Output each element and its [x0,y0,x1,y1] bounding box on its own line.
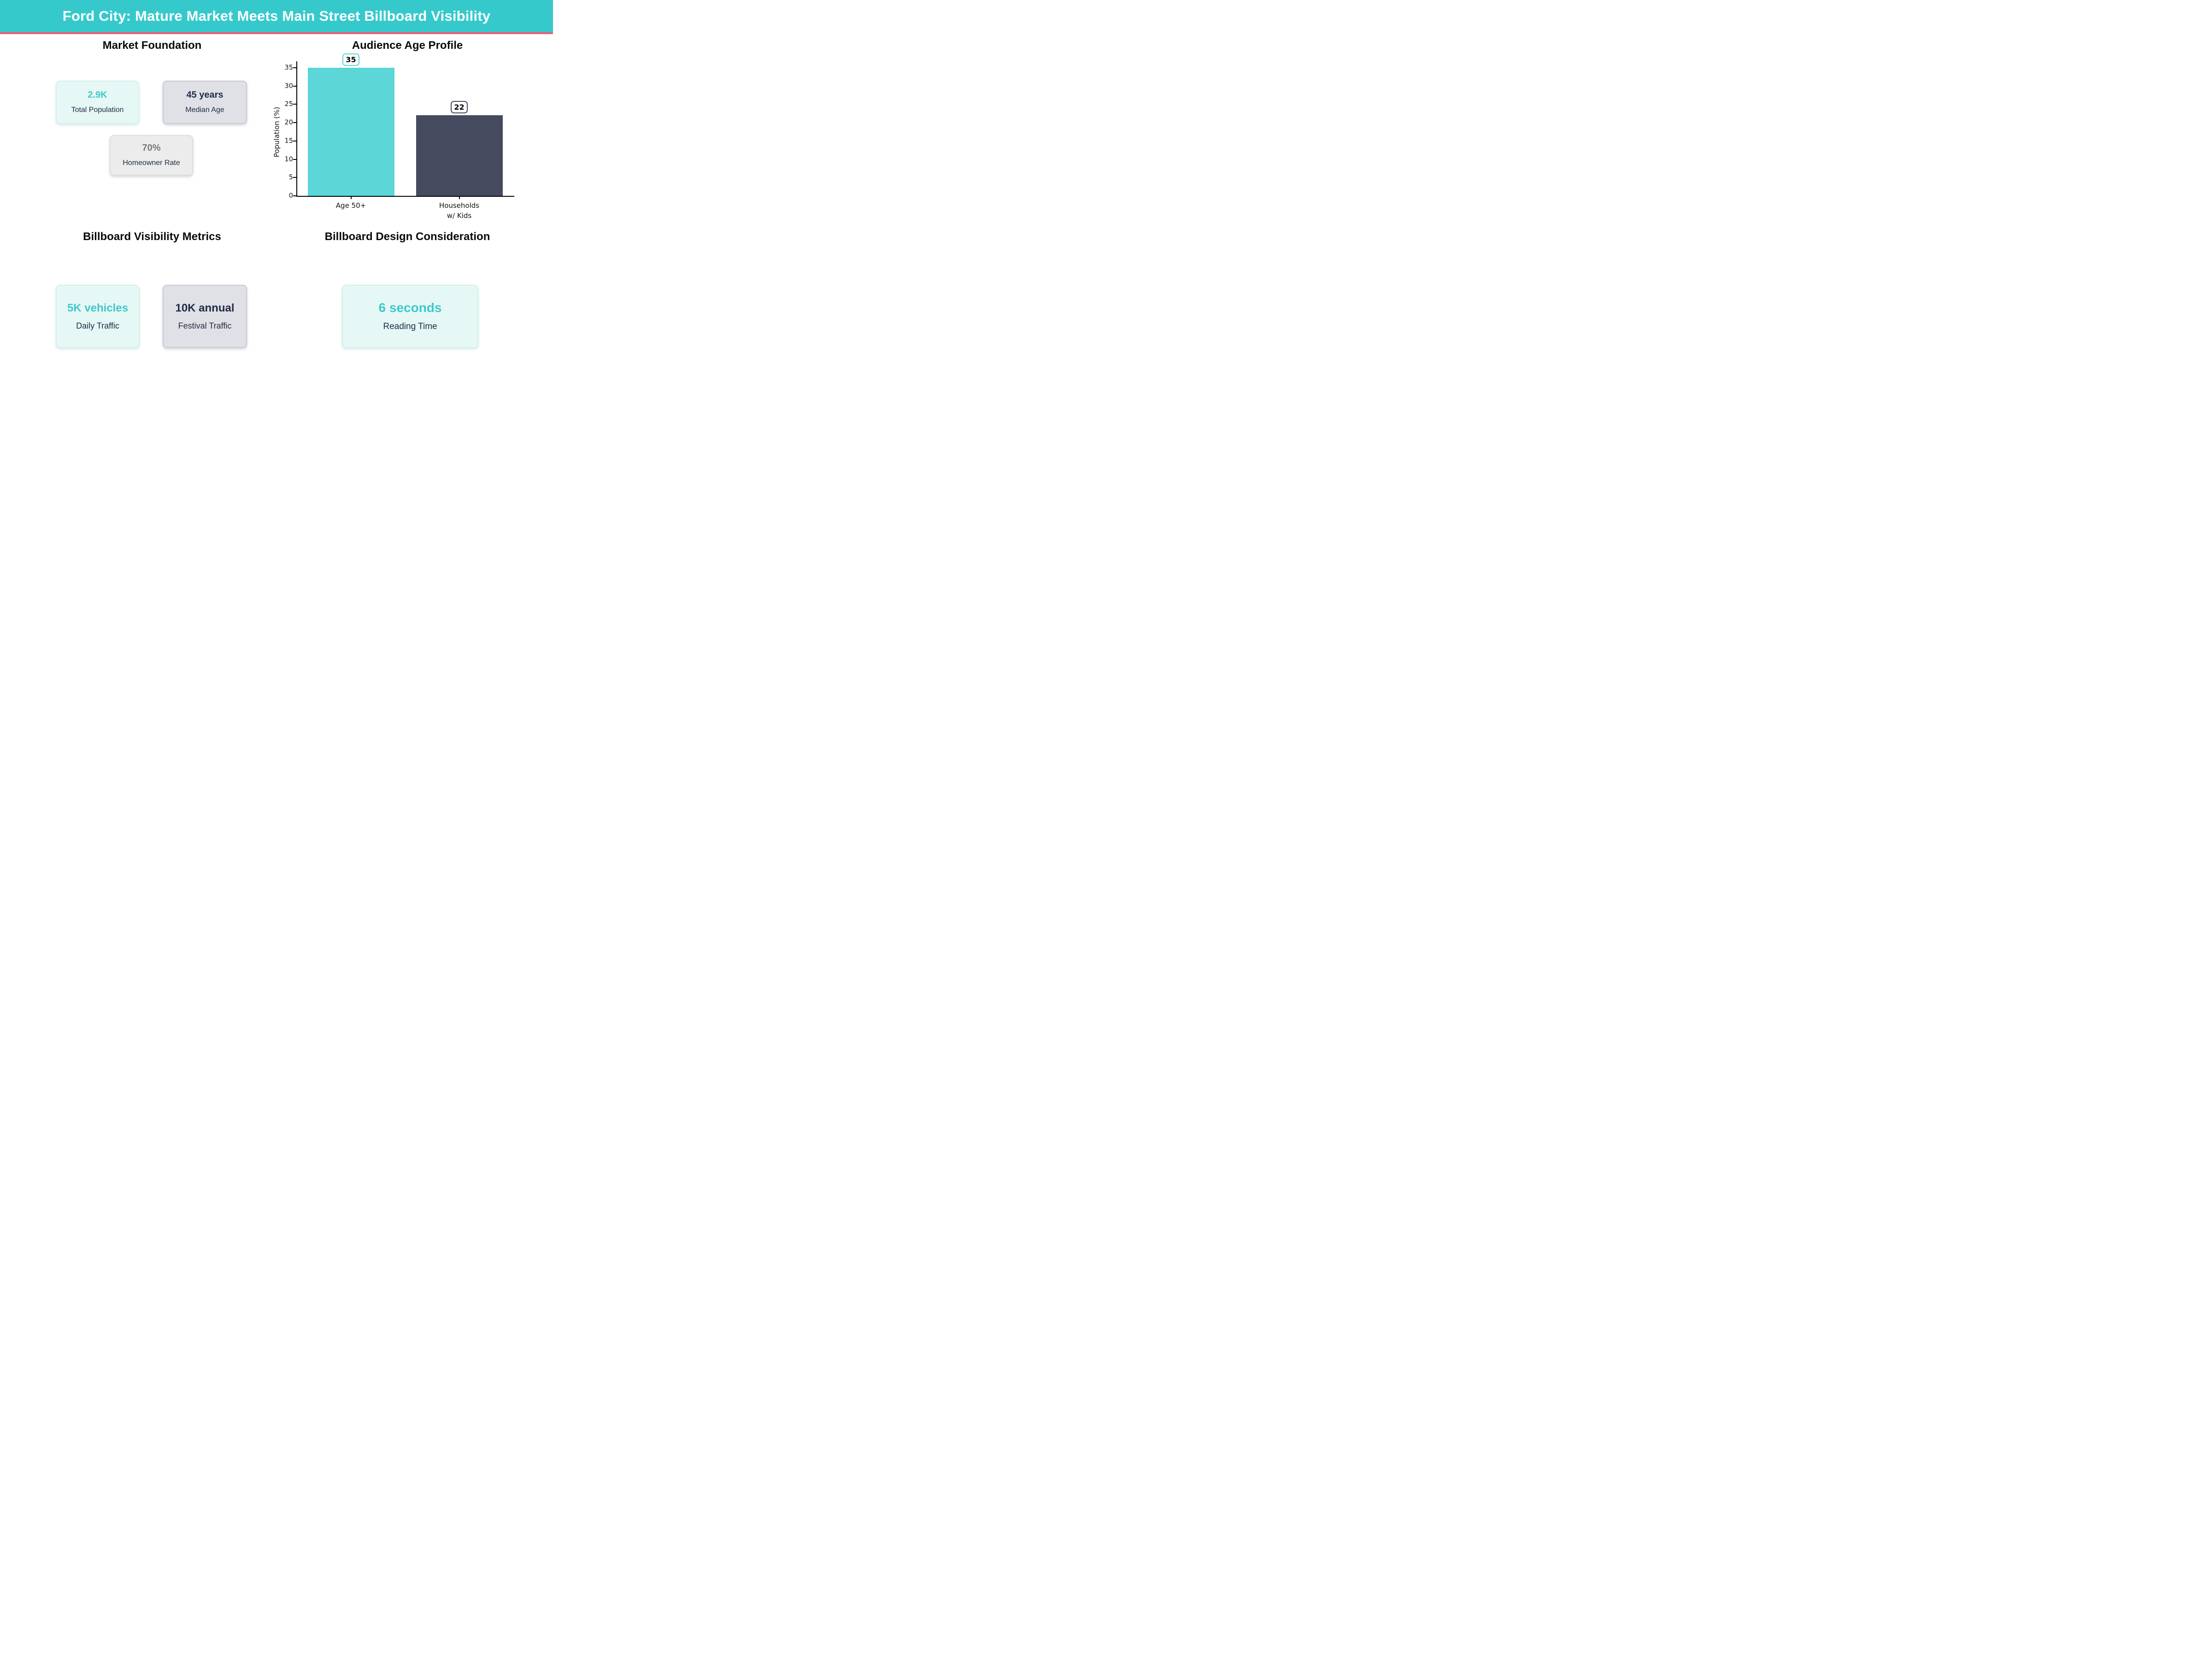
bar-value-label: 35 [342,53,359,66]
page-title: Ford City: Mature Market Meets Main Stre… [62,8,491,24]
y-tick-label: 35 [284,64,293,71]
stat-value: 10K annual [175,301,235,314]
x-category-label: Age 50+ [335,201,366,210]
y-tick-label: 20 [284,119,293,127]
header-banner: Ford City: Mature Market Meets Main Stre… [0,0,553,32]
infographic-root: Ford City: Mature Market Meets Main Stre… [0,0,553,415]
x-tick-mark [350,196,352,199]
stat-label: Homeowner Rate [123,159,180,167]
stat-label: Median Age [185,106,224,114]
stat-label: Total Population [71,106,124,114]
y-tick-label: 10 [284,155,293,163]
stat-value: 45 years [186,90,224,100]
stat-card-homeowner-rate: 70% Homeowner Rate [110,135,193,176]
stat-card-reading-time: 6 seconds Reading Time [342,285,478,348]
x-tick-mark [459,196,460,199]
stat-card-daily-traffic: 5K vehicles Daily Traffic [56,285,140,348]
y-tick-label: 5 [288,174,293,182]
stat-value: 5K vehicles [67,301,129,314]
y-tick-label: 25 [284,100,293,108]
y-tick-label: 0 [288,192,293,200]
section-title-audience-age-profile: Audience Age Profile [352,39,463,52]
y-tick-mark [293,67,296,68]
bar-value-label: 22 [451,101,468,114]
bar-0 [307,67,394,196]
x-axis-line [296,196,514,197]
stat-label: Reading Time [383,322,437,332]
section-title-billboard-design-consideration: Billboard Design Consideration [324,230,490,243]
x-category-label: Households w/ Kids [439,201,480,220]
stat-value: 6 seconds [378,300,442,315]
section-title-billboard-visibility-metrics: Billboard Visibility Metrics [83,230,221,243]
bar-1 [416,115,503,196]
y-tick-mark [293,195,296,196]
stat-card-festival-traffic: 10K annual Festival Traffic [163,285,247,348]
stat-value: 70% [142,143,161,153]
y-tick-mark [293,159,296,160]
y-tick-mark [293,177,296,178]
stat-label: Daily Traffic [76,321,119,330]
y-tick-mark [293,85,296,87]
stat-value: 2.9K [88,90,107,100]
stat-card-total-population: 2.9K Total Population [56,81,139,124]
section-title-market-foundation: Market Foundation [102,39,202,52]
stat-label: Festival Traffic [178,321,232,330]
y-tick-mark [293,122,296,124]
stat-card-median-age: 45 years Median Age [163,81,247,124]
y-tick-label: 15 [284,137,293,145]
y-axis-line [296,61,297,197]
header-accent-line [0,32,553,34]
y-tick-mark [293,104,296,105]
y-tick-label: 30 [284,82,293,90]
